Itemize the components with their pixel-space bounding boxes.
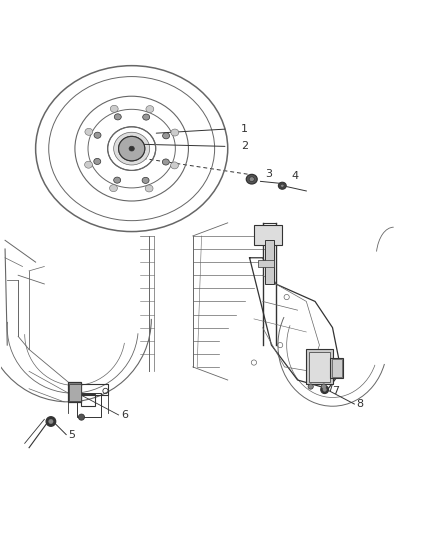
Bar — [81, 394, 95, 406]
Bar — [254, 225, 283, 245]
Ellipse shape — [143, 114, 150, 120]
Circle shape — [321, 386, 328, 393]
Text: 2: 2 — [241, 141, 248, 151]
Bar — [68, 382, 81, 402]
Circle shape — [308, 384, 313, 389]
Ellipse shape — [281, 184, 284, 187]
Ellipse shape — [85, 161, 92, 168]
Bar — [330, 358, 343, 378]
Bar — [332, 359, 342, 376]
Circle shape — [323, 388, 326, 391]
Ellipse shape — [114, 114, 121, 120]
Ellipse shape — [249, 177, 254, 182]
Ellipse shape — [142, 177, 149, 183]
Ellipse shape — [114, 132, 150, 165]
Ellipse shape — [119, 136, 145, 161]
Ellipse shape — [119, 136, 145, 161]
Ellipse shape — [129, 146, 134, 151]
Ellipse shape — [110, 184, 117, 192]
Ellipse shape — [85, 128, 93, 135]
Ellipse shape — [246, 174, 257, 184]
Circle shape — [46, 417, 56, 426]
Ellipse shape — [94, 132, 101, 138]
Bar — [77, 393, 101, 417]
Circle shape — [321, 384, 326, 389]
Circle shape — [49, 419, 53, 424]
Text: 8: 8 — [357, 399, 364, 409]
Bar — [77, 384, 108, 395]
Ellipse shape — [129, 146, 134, 151]
Ellipse shape — [110, 106, 118, 112]
Bar — [258, 260, 274, 266]
Bar — [265, 240, 275, 284]
Bar — [69, 384, 81, 400]
Text: 3: 3 — [265, 169, 272, 179]
Text: 6: 6 — [121, 410, 128, 420]
Circle shape — [78, 414, 85, 420]
Ellipse shape — [279, 182, 286, 189]
Text: 5: 5 — [68, 430, 75, 440]
Text: 4: 4 — [291, 172, 298, 181]
Bar — [306, 350, 332, 384]
Bar — [308, 352, 330, 382]
Ellipse shape — [170, 162, 178, 169]
Ellipse shape — [114, 177, 121, 183]
Text: 1: 1 — [241, 124, 248, 134]
Ellipse shape — [162, 133, 170, 139]
Ellipse shape — [171, 129, 179, 136]
Ellipse shape — [146, 106, 154, 112]
Ellipse shape — [162, 159, 170, 165]
Ellipse shape — [94, 158, 101, 165]
Ellipse shape — [145, 185, 153, 192]
Text: 7: 7 — [332, 386, 339, 396]
